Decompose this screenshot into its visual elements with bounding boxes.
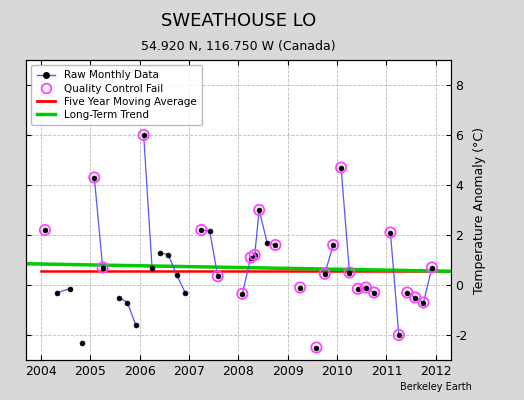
Quality Control Fail (197, 227, 205, 233)
Quality Control Fail (312, 344, 321, 351)
Quality Control Fail (321, 270, 329, 277)
Quality Control Fail (41, 227, 49, 233)
Quality Control Fail (139, 132, 148, 138)
Quality Control Fail (395, 332, 403, 338)
Quality Control Fail (345, 269, 354, 276)
Quality Control Fail (99, 264, 107, 271)
Text: SWEATHOUSE LO: SWEATHOUSE LO (161, 12, 316, 30)
Quality Control Fail (411, 294, 419, 301)
Text: Berkeley Earth: Berkeley Earth (400, 382, 472, 392)
Quality Control Fail (250, 252, 259, 258)
Quality Control Fail (90, 174, 99, 181)
Quality Control Fail (271, 242, 280, 248)
Quality Control Fail (255, 207, 264, 213)
Quality Control Fail (247, 254, 255, 261)
Quality Control Fail (362, 284, 370, 291)
Quality Control Fail (428, 264, 436, 271)
Quality Control Fail (238, 290, 247, 297)
Quality Control Fail (386, 229, 395, 236)
Quality Control Fail (403, 289, 411, 296)
Quality Control Fail (296, 284, 304, 291)
Quality Control Fail (419, 299, 428, 306)
Quality Control Fail (354, 286, 362, 292)
Quality Control Fail (213, 273, 222, 280)
Legend: Raw Monthly Data, Quality Control Fail, Five Year Moving Average, Long-Term Tren: Raw Monthly Data, Quality Control Fail, … (31, 65, 202, 125)
Quality Control Fail (370, 289, 378, 296)
Text: 54.920 N, 116.750 W (Canada): 54.920 N, 116.750 W (Canada) (141, 40, 336, 53)
Quality Control Fail (337, 164, 345, 171)
Y-axis label: Temperature Anomaly (°C): Temperature Anomaly (°C) (473, 126, 486, 294)
Quality Control Fail (329, 242, 337, 248)
